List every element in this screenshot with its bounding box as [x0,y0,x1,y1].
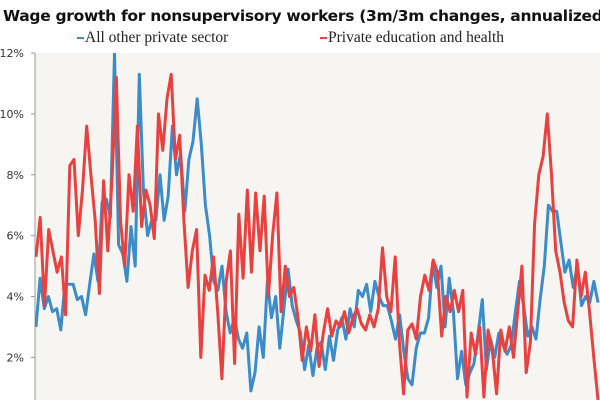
chart-title: Wage growth for nonsupervisory workers (… [3,7,600,25]
y-tick-label: 12% [0,47,24,60]
y-tick-label: 10% [0,108,24,121]
legend-swatch-blue [77,37,84,40]
legend-swatch-red [320,37,327,40]
y-tick-label: 8% [7,169,24,182]
y-tick-label: 4% [7,291,24,304]
y-tick-label: 2% [7,351,24,364]
series-line-private-education-health [35,72,600,400]
legend-item-all-other-private: All other private sector [77,29,228,47]
y-tick-label: 6% [7,230,24,243]
legend-label: Private education and health [328,29,505,46]
legend-item-private-education-health: Private education and health [320,29,504,47]
legend-label: All other private sector [85,29,229,46]
